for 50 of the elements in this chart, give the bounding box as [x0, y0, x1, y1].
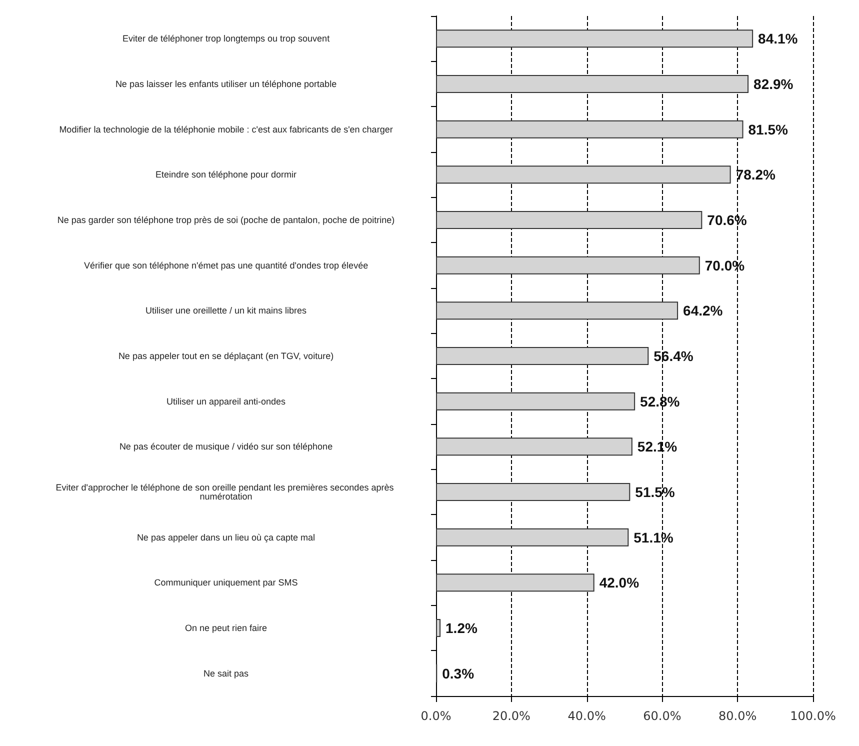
bar: [436, 30, 754, 48]
y-tick-label: Modifier la technologie de la téléphonie mobile : c'est aux fabricants de s'en charger: [59, 124, 393, 134]
y-tick-label: Communiquer uniquement par SMS: [154, 578, 298, 588]
y-tick-label: Eviter de téléphoner trop longtemps ou trop souvent: [122, 34, 330, 44]
y-tick-label: Eviter d'approcher le téléphone de son oreille pendant les premières secondes après numérotation: [56, 482, 396, 502]
data-label: 51.1%: [634, 529, 674, 546]
y-tick-label: Eteindre son téléphone pour dormir: [155, 170, 297, 180]
data-label: 52.8%: [640, 393, 680, 410]
bar: [436, 528, 629, 546]
bar: [436, 574, 594, 592]
data-label: 42.0%: [599, 574, 640, 591]
bar: [436, 438, 632, 456]
y-tick-label: Ne pas laisser les enfants utiliser un téléphone portable: [115, 79, 337, 89]
bar: [436, 302, 678, 320]
bar: [436, 166, 731, 184]
y-tick-label: Utiliser un appareil anti-ondes: [166, 396, 286, 406]
bar: [436, 120, 744, 138]
x-tick-label: 60.0%: [643, 709, 682, 723]
data-label: 70.6%: [707, 212, 748, 228]
bar: [436, 347, 649, 365]
data-label: 1.2%: [446, 620, 478, 636]
y-tick-label: On ne peut rien faire: [184, 623, 268, 633]
data-label: 51.5%: [635, 484, 676, 500]
y-tick-label: Ne pas appeler dans un lieu où ça capte mal: [136, 532, 316, 542]
x-tick-label: 0.0%: [420, 709, 452, 723]
bar: [436, 483, 630, 501]
data-label: 81.5%: [748, 121, 789, 138]
bar: [436, 211, 702, 229]
x-tick-label: 100.0%: [790, 709, 836, 723]
x-tick-label: 80.0%: [718, 709, 757, 723]
data-label: 78.2%: [736, 166, 776, 183]
bar: [436, 392, 636, 410]
x-tick-label: 40.0%: [568, 709, 606, 723]
data-label: 82.9%: [754, 76, 794, 92]
x-tick-label: 20.0%: [492, 709, 530, 723]
data-label: 56.4%: [654, 348, 694, 364]
data-label: 70.0%: [704, 257, 746, 274]
data-label: 0.3%: [442, 665, 475, 682]
bar: [436, 256, 700, 274]
data-label: 64.2%: [683, 302, 724, 319]
y-tick-label: Ne pas écouter de musique / vidéo sur son téléphone: [119, 442, 333, 452]
y-tick-label: Ne pas garder son téléphone trop près de soi (poche de pantalon, poche de poitrine): [57, 215, 395, 225]
y-tick-label: Utiliser une oreillette / un kit mains libres: [145, 306, 308, 316]
y-tick-label: Ne pas appeler tout en se déplaçant (en TGV, voiture): [118, 351, 334, 361]
data-label: 52.1%: [637, 438, 678, 455]
bar: [436, 619, 441, 637]
y-tick-label: Vérifier que son téléphone n'émet pas une quantité d'ondes trop élevée: [84, 260, 368, 270]
data-label: 84.1%: [758, 30, 798, 47]
y-tick-label: Ne sait pas: [203, 668, 250, 678]
bar: [436, 75, 749, 93]
